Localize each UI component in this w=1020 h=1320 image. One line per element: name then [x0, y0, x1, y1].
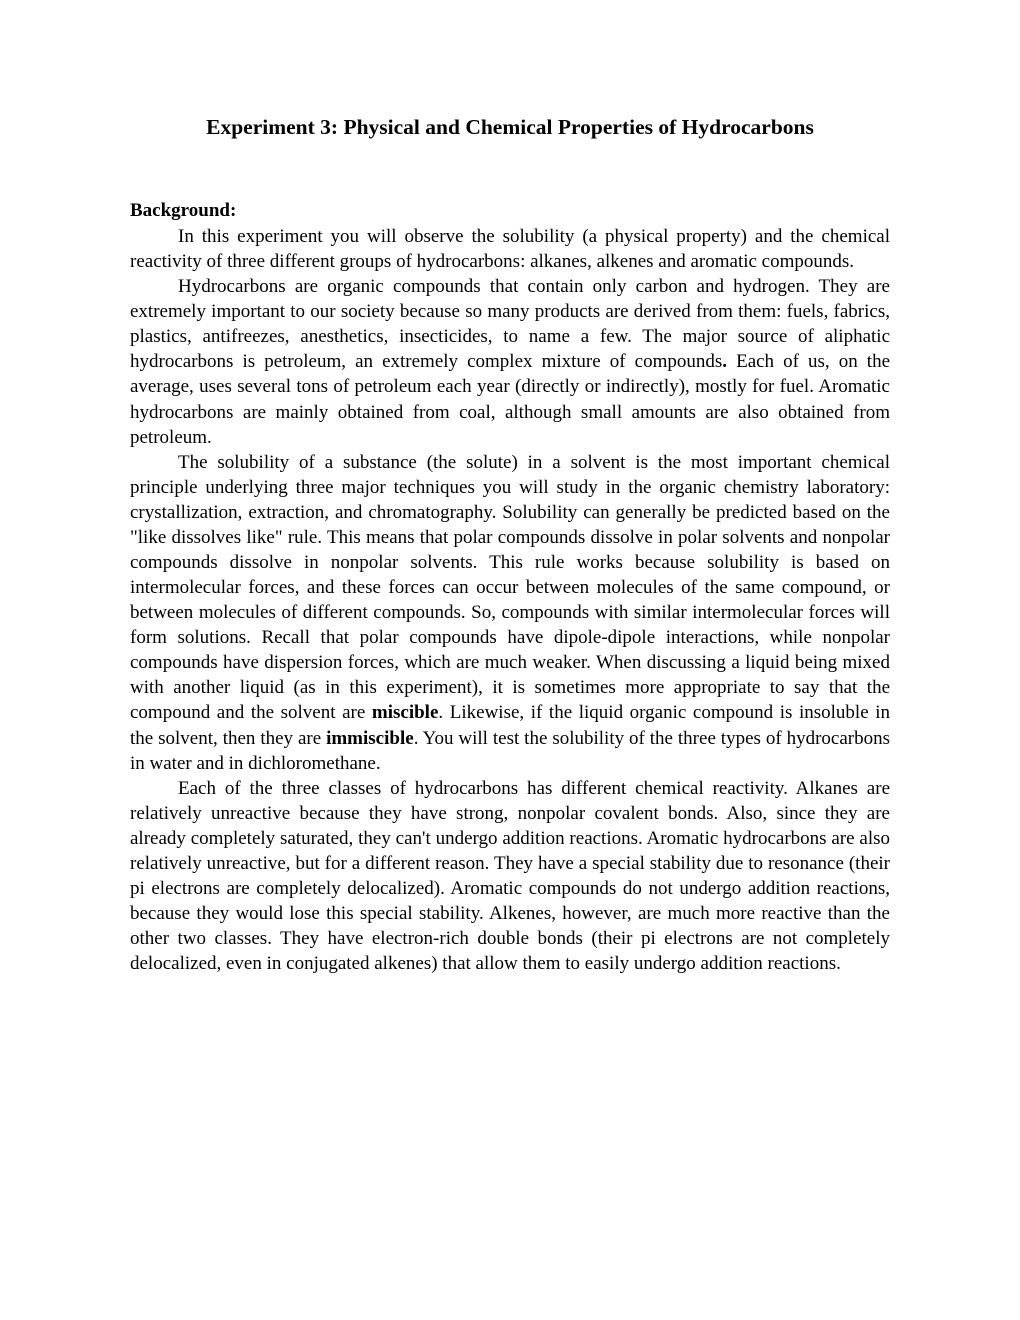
section-heading: Background: — [130, 200, 890, 222]
paragraph-2: Hydrocarbons are organic compounds that … — [130, 274, 890, 450]
paragraph-1: In this experiment you will observe the … — [130, 224, 890, 274]
page-title: Experiment 3: Physical and Chemical Prop… — [130, 115, 890, 140]
para3-text-a: The solubility of a substance (the solut… — [130, 452, 890, 724]
paragraph-4: Each of the three classes of hydrocarbon… — [130, 776, 890, 977]
para3-miscible: miscible — [372, 702, 439, 723]
document-page: Experiment 3: Physical and Chemical Prop… — [0, 0, 1020, 1320]
para3-immiscible: immiscible — [326, 728, 414, 749]
paragraph-3: The solubility of a substance (the solut… — [130, 450, 890, 776]
